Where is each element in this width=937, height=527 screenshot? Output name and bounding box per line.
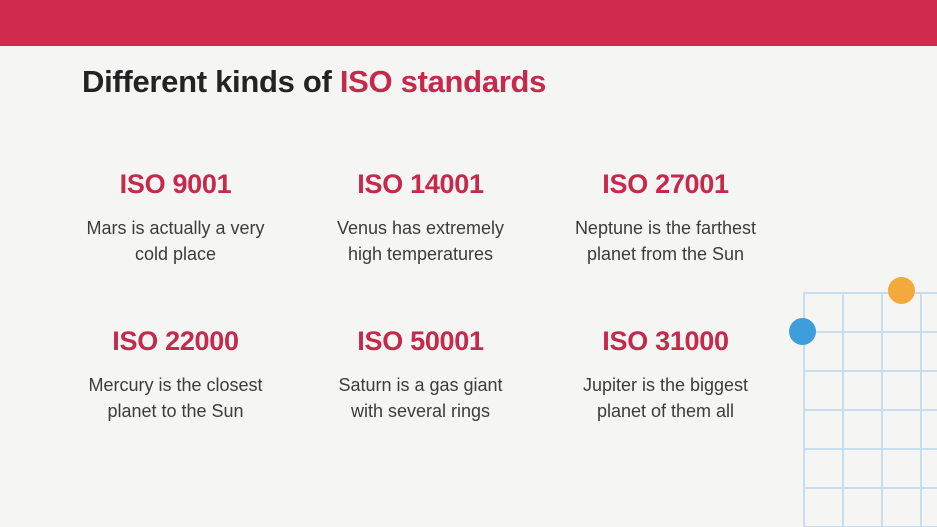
blue-dot [789, 318, 816, 345]
iso-description-line: planet to the Sun [107, 401, 244, 421]
iso-card-31000: ISO 31000 Jupiter is the biggest planet … [543, 325, 788, 424]
iso-description: Mercury is the closest planet to the Sun [53, 372, 298, 424]
orange-dot [888, 277, 915, 304]
iso-heading: ISO 14001 [357, 169, 484, 199]
iso-description-line: Mars is actually a very [86, 218, 265, 238]
slide-title-prefix: Different kinds of [82, 64, 340, 99]
top-accent-bar [0, 0, 937, 46]
iso-heading: ISO 22000 [112, 326, 239, 356]
iso-description: Neptune is the farthest planet from the … [543, 215, 788, 267]
iso-description-line: Neptune is the farthest [574, 218, 757, 238]
iso-card-50001: ISO 50001 Saturn is a gas giant with sev… [298, 325, 543, 424]
iso-heading: ISO 31000 [602, 326, 729, 356]
iso-description-line: Mercury is the closest [88, 375, 263, 395]
iso-card-9001: ISO 9001 Mars is actually a very cold pl… [53, 168, 298, 267]
iso-description-line: Venus has extremely [336, 218, 505, 238]
iso-description-line: planet from the Sun [586, 244, 745, 264]
iso-card-27001: ISO 27001 Neptune is the farthest planet… [543, 168, 788, 267]
iso-heading: ISO 27001 [602, 169, 729, 199]
slide-title-highlight: ISO standards [339, 64, 547, 99]
iso-description: Mars is actually a very cold place [53, 215, 298, 267]
iso-description: Jupiter is the biggest planet of them al… [543, 372, 788, 424]
iso-standards-grid: ISO 9001 Mars is actually a very cold pl… [53, 168, 788, 424]
iso-description-line: high temperatures [347, 244, 494, 264]
iso-description-line: Saturn is a gas giant [338, 375, 503, 395]
decor-grid-pattern [803, 292, 937, 527]
iso-heading: ISO 50001 [357, 326, 484, 356]
iso-card-14001: ISO 14001 Venus has extremely high tempe… [298, 168, 543, 267]
iso-description-line: Jupiter is the biggest [582, 375, 749, 395]
iso-description-line: planet of them all [596, 401, 735, 421]
slide-title: Different kinds of ISO standards [82, 64, 546, 100]
iso-description-line: with several rings [350, 401, 491, 421]
iso-heading: ISO 9001 [119, 169, 232, 199]
iso-card-22000: ISO 22000 Mercury is the closest planet … [53, 325, 298, 424]
iso-description-line: cold place [134, 244, 217, 264]
iso-description: Venus has extremely high temperatures [298, 215, 543, 267]
iso-description: Saturn is a gas giant with several rings [298, 372, 543, 424]
